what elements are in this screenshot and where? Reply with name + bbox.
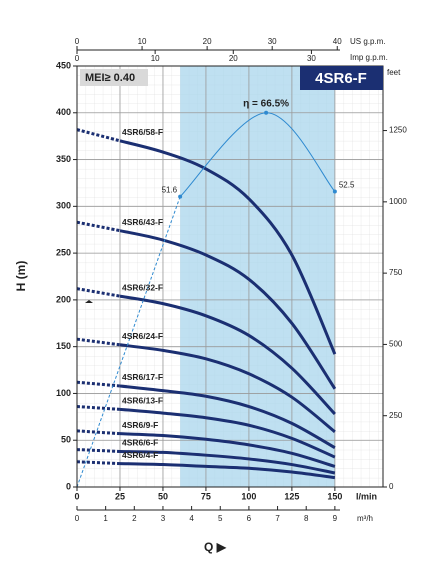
curve-label: 4SR6/9-F (122, 420, 158, 430)
y-tick-label: 450 (56, 60, 71, 70)
bottom-tick-label: 6 (247, 514, 252, 523)
curve-dashed (76, 220, 121, 233)
top-tick-label: 0 (75, 37, 80, 46)
y2-tick-label: 1000 (389, 197, 407, 206)
curve (119, 432, 336, 468)
x-tick-label: 75 (201, 491, 211, 501)
curve-label: 4SR6/32-F (122, 282, 163, 292)
top-tick-label: 0 (75, 54, 80, 63)
efficiency-label: 52.5 (339, 181, 355, 190)
y-tick-label: 200 (56, 294, 71, 304)
curve-label: 4SR6/24-F (122, 331, 163, 341)
bottom-tick-label: 4 (189, 514, 194, 523)
y-tick-label: 350 (56, 154, 71, 164)
y-tick-label: 300 (56, 201, 71, 211)
bottom-tick-label: 7 (275, 514, 280, 523)
y-tick-label: 0 (66, 481, 71, 491)
curve-dashed (76, 429, 121, 436)
curve-dashed (76, 460, 121, 466)
curve (119, 139, 337, 355)
bottom-tick-label: 5 (218, 514, 223, 523)
bottom-tick-label: 9 (333, 514, 338, 523)
bottom-tick-label: 0 (75, 514, 80, 523)
title-box (300, 66, 383, 90)
top-tick-label: 30 (307, 54, 316, 63)
bottom-tick-label: 8 (304, 514, 309, 523)
curve (119, 449, 336, 475)
plot-frame (76, 65, 384, 488)
top-tick-label: 10 (138, 37, 147, 46)
curve (119, 343, 336, 433)
x-tick-label: 150 (327, 491, 342, 501)
x-unit: l/min (356, 491, 377, 501)
bottom-tick-label: 3 (161, 514, 166, 523)
curve-dashed (76, 405, 121, 411)
top-axis-label: US g.p.m. (350, 37, 386, 46)
curve-label: 4SR6/4-F (122, 450, 158, 460)
top-tick-label: 20 (229, 54, 238, 63)
curve (119, 407, 336, 459)
efficiency-label: η = 66.5% (243, 98, 289, 109)
annotation: MEI≥ 0.40 (85, 72, 135, 84)
top-axis-label: Imp g.p.m. (350, 53, 388, 62)
y2-tick-label: 750 (389, 268, 403, 277)
efficiency-point (178, 194, 183, 199)
top-tick-label: 30 (268, 37, 277, 46)
bottom-tick-label: 1 (103, 514, 108, 523)
y-tick-label: 150 (56, 341, 71, 351)
efficiency-label: 51.6 (162, 186, 178, 195)
x-axis-label: Q ▶ (204, 540, 227, 554)
curve-label: 4SR6/43-F (122, 217, 163, 227)
top-tick-label: 10 (151, 54, 160, 63)
y2-axis-label: feet (387, 68, 401, 77)
efficiency-point (264, 110, 269, 115)
x-tick-label: 0 (74, 491, 79, 501)
curve (119, 294, 336, 416)
marker (85, 300, 93, 303)
y-tick-label: 100 (56, 388, 71, 398)
x-tick-label: 50 (158, 491, 168, 501)
curve-dashed (76, 380, 121, 388)
top-tick-label: 20 (203, 37, 212, 46)
y2-tick-label: 500 (389, 340, 403, 349)
x-tick-label: 125 (284, 491, 299, 501)
chart-title: 4SR6-F (315, 70, 367, 87)
x-tick-label: 100 (241, 491, 256, 501)
y-axis-label: H (m) (14, 261, 28, 292)
efficiency-dashed (76, 196, 181, 488)
curve-label: 4SR6/58-F (122, 127, 163, 137)
curve-dashed (76, 448, 121, 453)
y-tick-label: 250 (56, 247, 71, 257)
y2-tick-label: 0 (389, 482, 394, 491)
bottom-tick-label: 2 (132, 514, 137, 523)
y-tick-label: 50 (61, 435, 71, 445)
curve-dashed (76, 287, 121, 298)
curve (119, 384, 336, 450)
y-tick-label: 400 (56, 107, 71, 117)
curve-dashed (76, 128, 121, 143)
y2-tick-label: 1250 (389, 126, 407, 135)
bottom-axis-label: m³/h (357, 514, 373, 523)
curve-label: 4SR6/17-F (122, 372, 163, 382)
curve (119, 229, 337, 390)
curve-dashed (76, 337, 121, 347)
curve (119, 462, 336, 480)
shaded-region (180, 66, 335, 487)
efficiency-point (332, 189, 337, 194)
curve-label: 4SR6/6-F (122, 438, 158, 448)
curve-label: 4SR6/13-F (122, 396, 163, 406)
annotation-box (80, 69, 148, 86)
y2-tick-label: 250 (389, 411, 403, 420)
top-tick-label: 40 (333, 37, 342, 46)
x-tick-label: 25 (115, 491, 125, 501)
